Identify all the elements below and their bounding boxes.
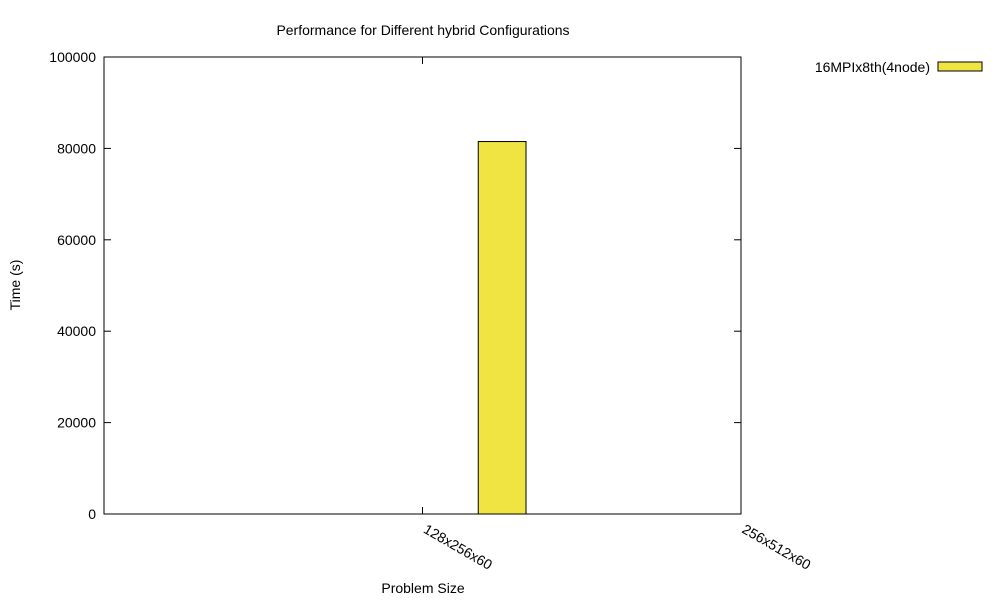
bar [477, 141, 527, 515]
legend-swatch [937, 61, 983, 72]
y-tick-label: 60000 [57, 232, 96, 248]
y-axis-ticks: 0 20000 40000 60000 80000 100000 [49, 49, 741, 522]
legend-label: 16MPIx8th(4node) [815, 59, 930, 75]
x-tick-label: 128x256x60 [421, 521, 495, 573]
bars-layer [477, 141, 527, 515]
chart-title: Performance for Different hybrid Configu… [276, 22, 569, 38]
y-axis-label: Time (s) [7, 260, 23, 311]
y-tick-label: 0 [88, 506, 96, 522]
y-tick-label: 80000 [57, 140, 96, 156]
y-tick-label: 100000 [49, 49, 96, 65]
legend: 16MPIx8th(4node) [815, 59, 983, 75]
x-tick-label: 256x512x60 [740, 521, 814, 573]
y-tick-label: 40000 [57, 323, 96, 339]
y-tick-label: 20000 [57, 415, 96, 431]
plot-area-frame [103, 56, 742, 515]
x-axis-label: Problem Size [381, 580, 464, 596]
